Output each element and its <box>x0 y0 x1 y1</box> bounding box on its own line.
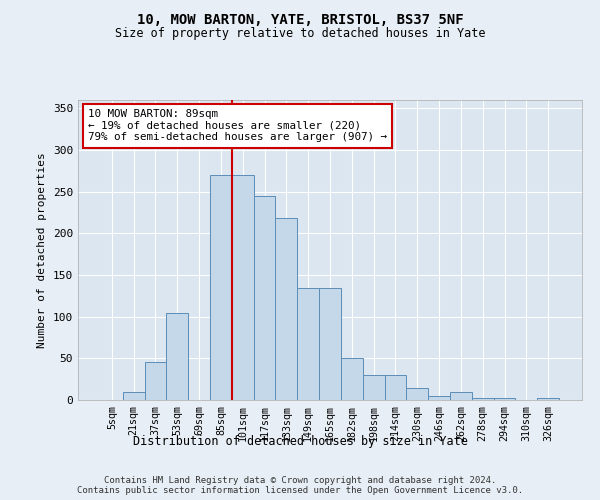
Bar <box>319 288 341 400</box>
Bar <box>254 196 275 400</box>
Bar <box>145 362 166 400</box>
Bar <box>363 375 385 400</box>
Y-axis label: Number of detached properties: Number of detached properties <box>37 152 47 348</box>
Bar <box>123 392 145 400</box>
Bar <box>537 398 559 400</box>
Text: Distribution of detached houses by size in Yate: Distribution of detached houses by size … <box>133 435 467 448</box>
Bar <box>297 288 319 400</box>
Text: 10 MOW BARTON: 89sqm
← 19% of detached houses are smaller (220)
79% of semi-deta: 10 MOW BARTON: 89sqm ← 19% of detached h… <box>88 109 387 142</box>
Text: Size of property relative to detached houses in Yate: Size of property relative to detached ho… <box>115 28 485 40</box>
Bar <box>472 398 494 400</box>
Bar <box>341 358 363 400</box>
Bar <box>428 396 450 400</box>
Text: 10, MOW BARTON, YATE, BRISTOL, BS37 5NF: 10, MOW BARTON, YATE, BRISTOL, BS37 5NF <box>137 12 463 26</box>
Text: Contains HM Land Registry data © Crown copyright and database right 2024.
Contai: Contains HM Land Registry data © Crown c… <box>77 476 523 495</box>
Bar <box>166 312 188 400</box>
Bar <box>385 375 406 400</box>
Bar <box>450 392 472 400</box>
Bar <box>494 398 515 400</box>
Bar <box>406 388 428 400</box>
Bar <box>275 218 297 400</box>
Bar <box>232 175 254 400</box>
Bar <box>210 175 232 400</box>
